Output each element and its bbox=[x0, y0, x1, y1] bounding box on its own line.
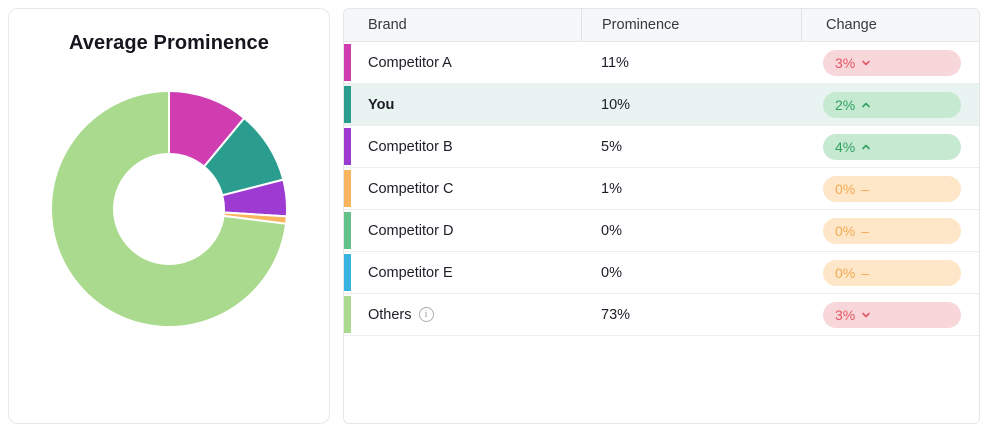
change-cell: 3% bbox=[801, 301, 979, 328]
brand-name: Competitor D bbox=[368, 222, 454, 239]
prominence-value: 5% bbox=[601, 138, 622, 155]
change-value: 0% bbox=[835, 264, 856, 281]
table-body: Competitor A 11% 3% You 10% bbox=[344, 42, 979, 336]
table-row[interactable]: Competitor D 0% 0% – bbox=[344, 210, 979, 252]
change-badge: 3% bbox=[823, 301, 961, 328]
brand-name: Others bbox=[368, 306, 412, 323]
brand-name: You bbox=[368, 96, 395, 113]
change-cell: 3% bbox=[801, 49, 979, 76]
chart-title: Average Prominence bbox=[68, 32, 270, 54]
brand-cell: Competitor E bbox=[344, 265, 581, 281]
dash-icon: – bbox=[861, 180, 870, 197]
brand-cell: Competitor D bbox=[344, 223, 581, 239]
info-icon[interactable]: i bbox=[418, 307, 434, 322]
prominence-value: 73% bbox=[601, 306, 631, 323]
dash-icon: – bbox=[861, 222, 870, 239]
change-badge: 2% bbox=[823, 91, 961, 118]
prominence-value: 10% bbox=[601, 96, 631, 113]
table-row[interactable]: Competitor A 11% 3% bbox=[344, 42, 979, 84]
prominence-value: 11% bbox=[601, 54, 629, 71]
brand-name: Competitor B bbox=[368, 138, 453, 155]
average-prominence-card: Average Prominence bbox=[8, 8, 330, 424]
chevron-down-icon bbox=[861, 58, 871, 68]
brand-name: Competitor C bbox=[368, 180, 454, 197]
prominence-value: 0% bbox=[601, 222, 622, 239]
change-badge: 0% – bbox=[823, 217, 961, 244]
column-header-prominence: Prominence bbox=[581, 9, 801, 41]
change-cell: 0% – bbox=[801, 217, 979, 244]
brand-prominence-table-card: Brand Prominence Change Competitor A 11%… bbox=[343, 8, 980, 424]
change-badge: 3% bbox=[823, 49, 961, 76]
change-value: 3% bbox=[835, 54, 856, 71]
table-row[interactable]: Competitor B 5% 4% bbox=[344, 126, 979, 168]
brand-cell: Competitor A bbox=[344, 55, 581, 71]
change-badge: 0% – bbox=[823, 259, 961, 286]
prominence-value: 0% bbox=[601, 264, 622, 281]
brand-color-bar bbox=[344, 44, 351, 81]
brand-color-bar bbox=[344, 128, 351, 165]
column-header-change: Change bbox=[801, 9, 979, 41]
table-row[interactable]: Others i 73% 3% bbox=[344, 294, 979, 336]
change-value: 4% bbox=[835, 138, 856, 155]
chevron-down-icon bbox=[861, 310, 871, 320]
table-row[interactable]: Competitor E 0% 0% – bbox=[344, 252, 979, 294]
donut-chart-container bbox=[49, 89, 289, 334]
brand-cell: Competitor C bbox=[344, 181, 581, 197]
column-header-brand: Brand bbox=[368, 17, 407, 33]
brand-color-bar bbox=[344, 212, 351, 249]
table-row[interactable]: You 10% 2% bbox=[344, 84, 979, 126]
prominence-value: 1% bbox=[601, 180, 622, 197]
prominence-donut-chart[interactable] bbox=[49, 89, 289, 329]
change-value: 3% bbox=[835, 306, 856, 323]
brand-cell: Others i bbox=[344, 307, 581, 323]
brand-color-bar bbox=[344, 86, 351, 123]
change-value: 0% bbox=[835, 180, 856, 197]
brand-cell: You bbox=[344, 97, 581, 113]
brand-name: Competitor E bbox=[368, 264, 453, 281]
change-cell: 2% bbox=[801, 91, 979, 118]
brand-color-bar bbox=[344, 296, 351, 333]
change-cell: 0% – bbox=[801, 175, 979, 202]
brand-color-bar bbox=[344, 254, 351, 291]
chevron-up-icon bbox=[861, 142, 871, 152]
table-row[interactable]: Competitor C 1% 0% – bbox=[344, 168, 979, 210]
brand-color-bar bbox=[344, 170, 351, 207]
change-cell: 0% – bbox=[801, 259, 979, 286]
change-value: 0% bbox=[835, 222, 856, 239]
dash-icon: – bbox=[861, 264, 870, 281]
change-badge: 4% bbox=[823, 133, 961, 160]
change-value: 2% bbox=[835, 96, 856, 113]
brand-cell: Competitor B bbox=[344, 139, 581, 155]
donut-slice-others[interactable] bbox=[50, 90, 288, 328]
change-badge: 0% – bbox=[823, 175, 961, 202]
change-cell: 4% bbox=[801, 133, 979, 160]
table-header: Brand Prominence Change bbox=[344, 9, 979, 42]
chevron-up-icon bbox=[861, 100, 871, 110]
brand-name: Competitor A bbox=[368, 54, 452, 71]
